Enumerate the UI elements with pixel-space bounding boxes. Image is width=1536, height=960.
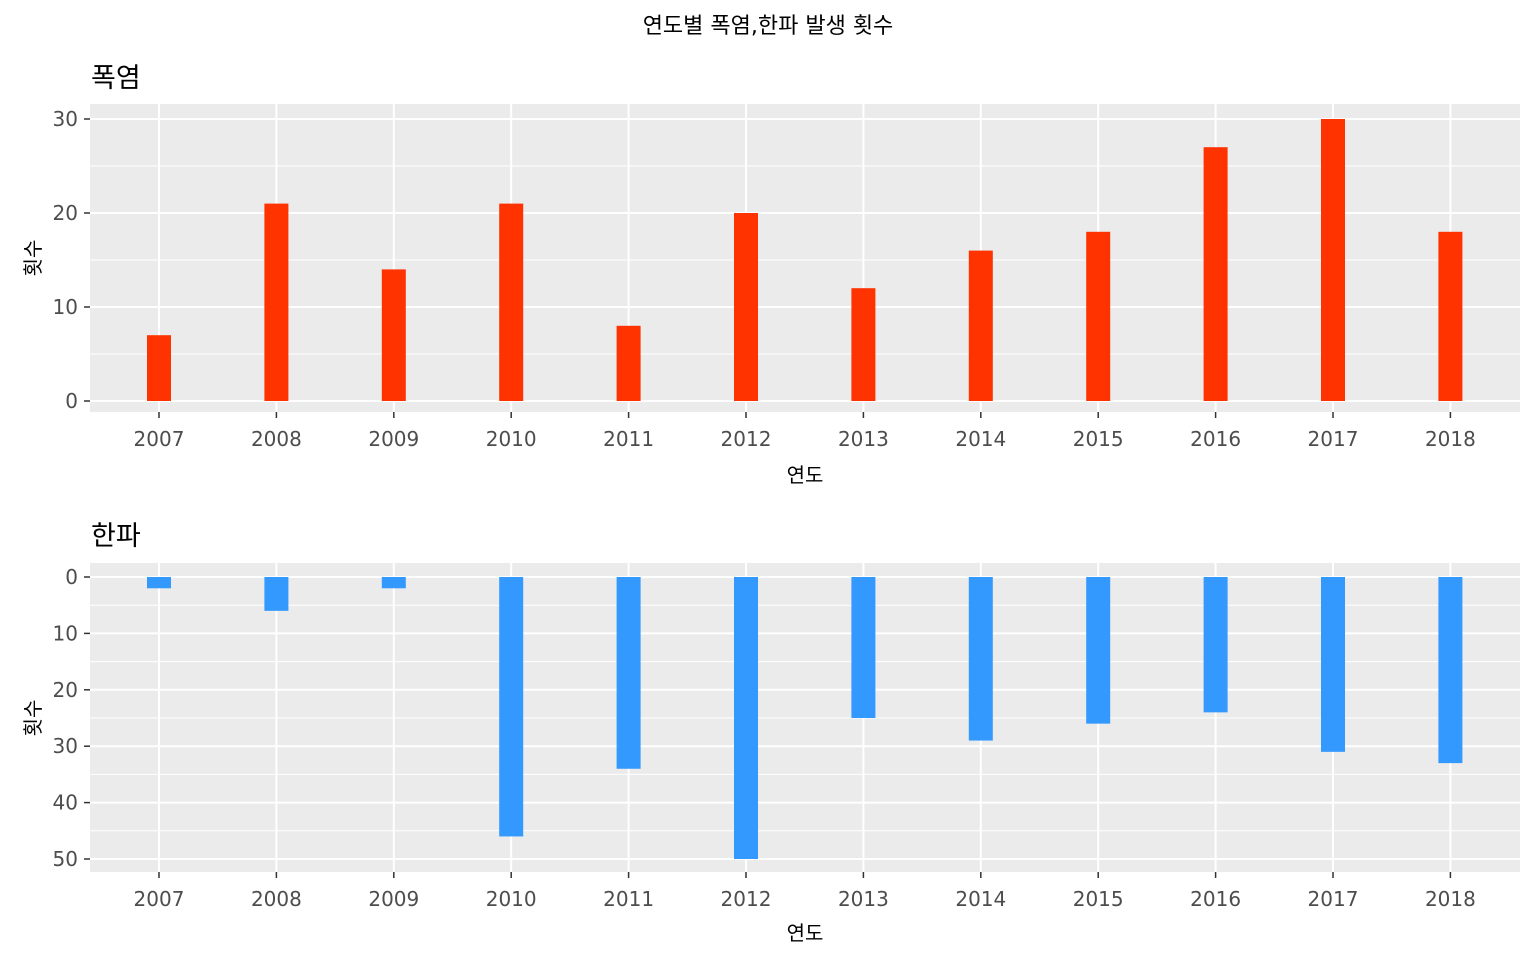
- coldwave-bar-2018: [1438, 577, 1463, 764]
- coldwave-x-tick-label: 2017: [1308, 887, 1359, 911]
- heatwave-x-tick-label: 2013: [838, 427, 889, 451]
- heatwave-bar-2009: [381, 269, 406, 401]
- heatwave-x-tick-label: 2010: [486, 427, 537, 451]
- coldwave-bar-2012: [734, 577, 758, 859]
- coldwave-x-tick-label: 2010: [486, 887, 537, 911]
- heatwave-x-tick-label: 2017: [1308, 427, 1359, 451]
- heatwave-plot-background: [90, 104, 1520, 412]
- heatwave-panel-title: 폭염: [91, 63, 141, 94]
- coldwave-x-tick-label: 2013: [838, 887, 889, 911]
- heatwave-bar-2017: [1321, 119, 1345, 401]
- heatwave-bar-2011: [616, 325, 641, 401]
- coldwave-x-tick-label: 2009: [368, 887, 419, 911]
- coldwave-bar-2010: [499, 577, 524, 837]
- heatwave-bar-2018: [1438, 231, 1463, 401]
- coldwave-y-tick-label: 40: [53, 791, 78, 815]
- coldwave-y-tick-label: 50: [53, 847, 78, 871]
- coldwave-x-tick-label: 2007: [134, 887, 185, 911]
- heatwave-y-tick-label: 0: [65, 389, 78, 413]
- coldwave-x-tick-label: 2014: [955, 887, 1006, 911]
- coldwave-panel: 0 10 20 30 40 50 2007 2008 2009 2010 2011 2012 2013 2…: [21, 563, 1520, 945]
- heatwave-x-tick-label: 2009: [368, 427, 419, 451]
- coldwave-x-axis-title: 연도: [787, 921, 824, 945]
- coldwave-bar-2008: [264, 577, 289, 611]
- heatwave-x-tick-label: 2016: [1190, 427, 1241, 451]
- heatwave-y-tick-label: 30: [53, 107, 78, 131]
- heatwave-y-tick-label: 10: [53, 295, 78, 319]
- coldwave-bar-2011: [616, 577, 641, 769]
- coldwave-y-axis-title: 횟수: [21, 700, 45, 737]
- coldwave-y-tick-label: 20: [53, 678, 78, 702]
- coldwave-y-tick-label: 0: [65, 565, 78, 589]
- coldwave-y-tick-label: 10: [53, 621, 78, 645]
- heatwave-x-axis-title: 연도: [787, 463, 824, 487]
- heatwave-bar-2014: [968, 250, 993, 401]
- coldwave-bar-2014: [968, 577, 993, 741]
- heatwave-bar-2012: [734, 213, 758, 401]
- coldwave-bar-2013: [851, 577, 876, 718]
- heatwave-x-tick-label: 2014: [955, 427, 1006, 451]
- heatwave-bar-2010: [499, 203, 524, 401]
- heatwave-bar-2008: [264, 203, 289, 401]
- heatwave-y-tick-label: 20: [53, 201, 78, 225]
- heatwave-x-tick-label: 2015: [1073, 427, 1124, 451]
- coldwave-x-tick-label: 2012: [721, 887, 772, 911]
- heatwave-bar-2015: [1086, 231, 1111, 401]
- heatwave-y-axis-title: 횟수: [21, 240, 45, 277]
- heatwave-bar-2013: [851, 288, 876, 401]
- heatwave-x-tick-label: 2011: [603, 427, 654, 451]
- coldwave-bar-2009: [381, 577, 406, 589]
- coldwave-x-tick-label: 2016: [1190, 887, 1241, 911]
- heatwave-bar-2016: [1203, 147, 1228, 401]
- heatwave-x-tick-label: 2018: [1425, 427, 1476, 451]
- coldwave-x-tick-label: 2015: [1073, 887, 1124, 911]
- coldwave-x-tick-label: 2008: [251, 887, 302, 911]
- coldwave-x-tick-label: 2011: [603, 887, 654, 911]
- coldwave-bar-2016: [1203, 577, 1228, 713]
- coldwave-bar-2017: [1321, 577, 1345, 752]
- coldwave-bar-2015: [1086, 577, 1111, 724]
- coldwave-panel-title: 한파: [91, 521, 141, 552]
- coldwave-bar-2007: [147, 577, 171, 589]
- heatwave-bar-2007: [147, 335, 171, 401]
- coldwave-y-tick-label: 30: [53, 734, 78, 758]
- heatwave-x-tick-label: 2012: [721, 427, 772, 451]
- heatwave-x-tick-label: 2008: [251, 427, 302, 451]
- heatwave-x-tick-label: 2007: [134, 427, 185, 451]
- heatwave-panel: 0 10 20 30 2007 2008 2009 2010 2011 2012 2013 2014 2…: [21, 104, 1520, 487]
- chart-main-title: 연도별 폭염,한파 발생 횟수: [642, 14, 894, 39]
- coldwave-x-tick-label: 2018: [1425, 887, 1476, 911]
